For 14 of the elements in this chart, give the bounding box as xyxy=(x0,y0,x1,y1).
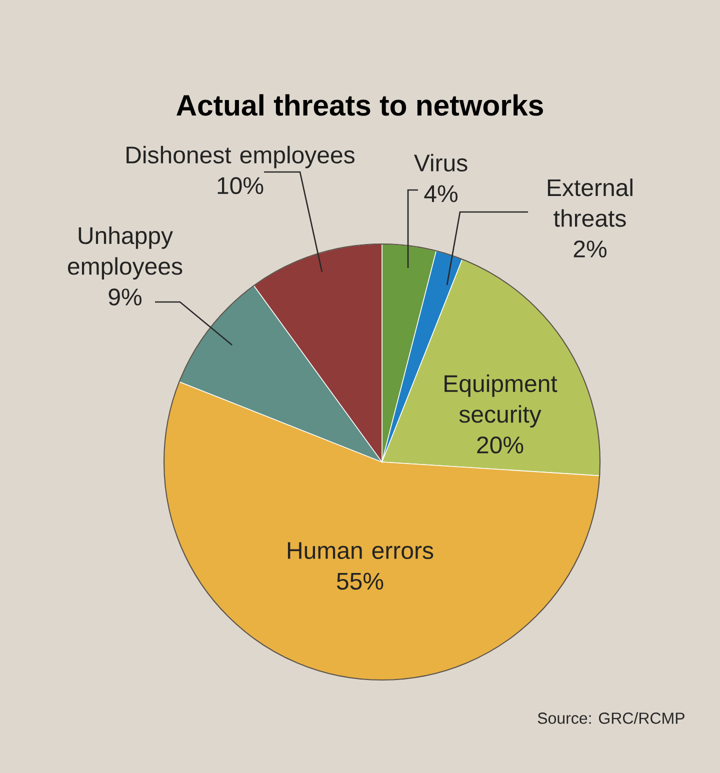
data-label: 4% xyxy=(424,185,458,202)
source-note: Source: GRC/RCMP xyxy=(538,712,684,724)
slice-label: Unhappy employees xyxy=(68,226,182,280)
data-label: 2% xyxy=(574,240,607,258)
slice-label: Human errors xyxy=(288,542,434,560)
slice-label: Virus xyxy=(414,154,468,172)
slice-label: Dishonest employees xyxy=(126,146,354,168)
data-label: 55% xyxy=(336,572,384,590)
slice-label: Equipment security xyxy=(444,374,558,428)
chart-title: Actual threats to networks xyxy=(176,94,543,116)
data-label: 10% xyxy=(218,177,264,194)
slice-label: External threats xyxy=(548,178,632,227)
data-label: 9% xyxy=(108,288,142,306)
data-label: 20% xyxy=(477,436,524,454)
